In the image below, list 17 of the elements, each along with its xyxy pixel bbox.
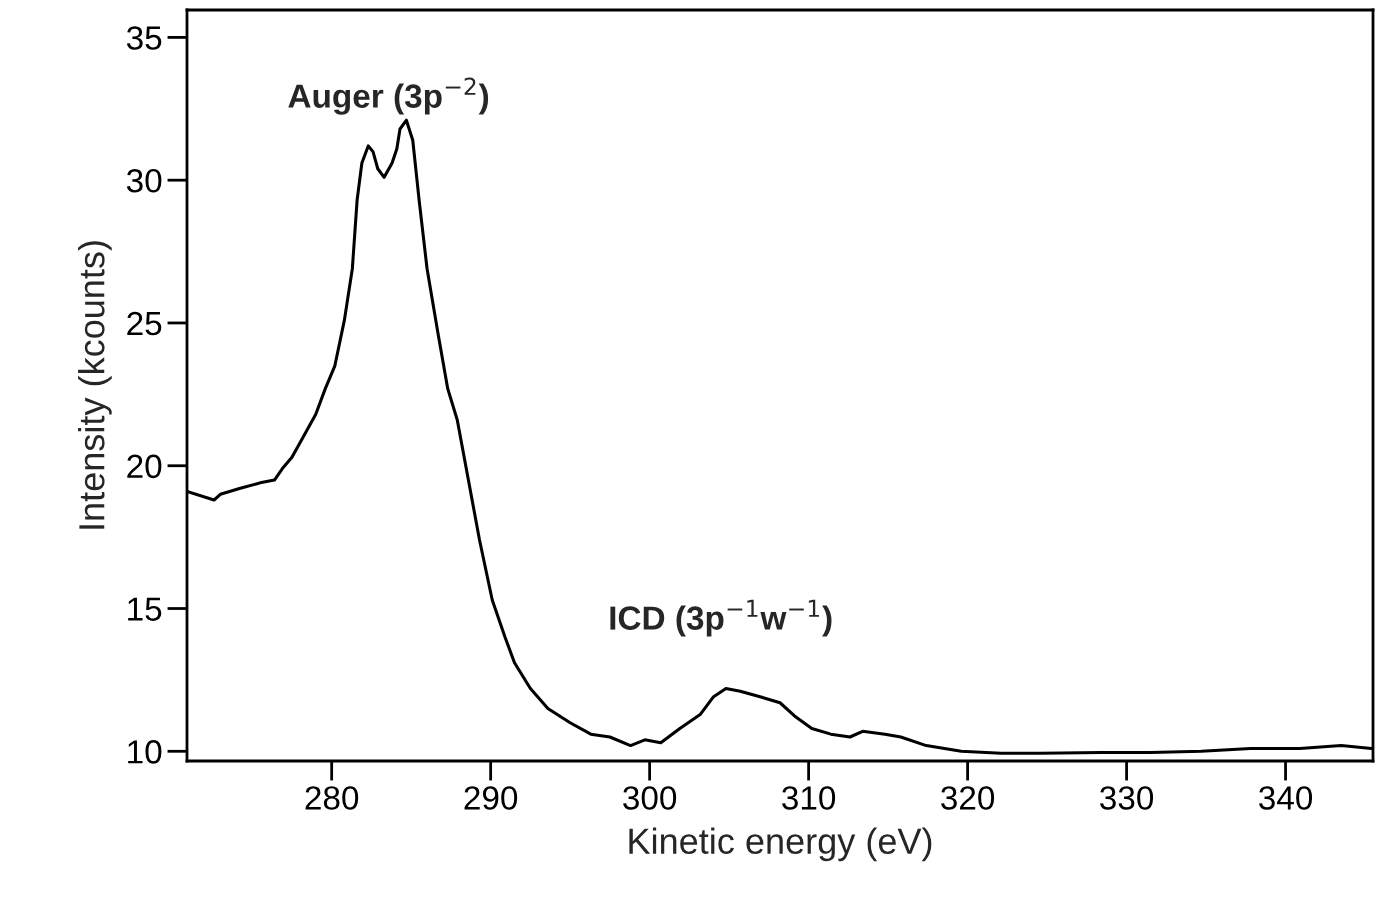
y-tick-label: 20 [127,454,162,479]
y-tick-label: 35 [126,26,162,50]
x-tick-label: 330 [1100,786,1154,810]
y-tick-label: 30 [126,168,162,193]
x-tick-label: 320 [941,786,995,810]
x-tick-label: 300 [623,786,677,810]
y-tick-label: 10 [128,740,162,764]
annotation: ICD (3p$^{−1}$w$^{−1}$) [610,599,832,637]
y-tick-label: 25 [127,311,162,336]
y-axis-title: Intensity (kcounts) [78,241,112,529]
x-axis-title: Kinetic energy (eV) [629,827,932,862]
annotation: Auger (3p$^{−2}$) [288,77,489,115]
x-tick-label: 290 [464,786,518,810]
y-tick-label: 15 [128,597,162,621]
x-tick-label: 280 [305,786,359,810]
x-tick-label: 340 [1259,786,1313,810]
x-tick-label: 310 [782,786,836,810]
